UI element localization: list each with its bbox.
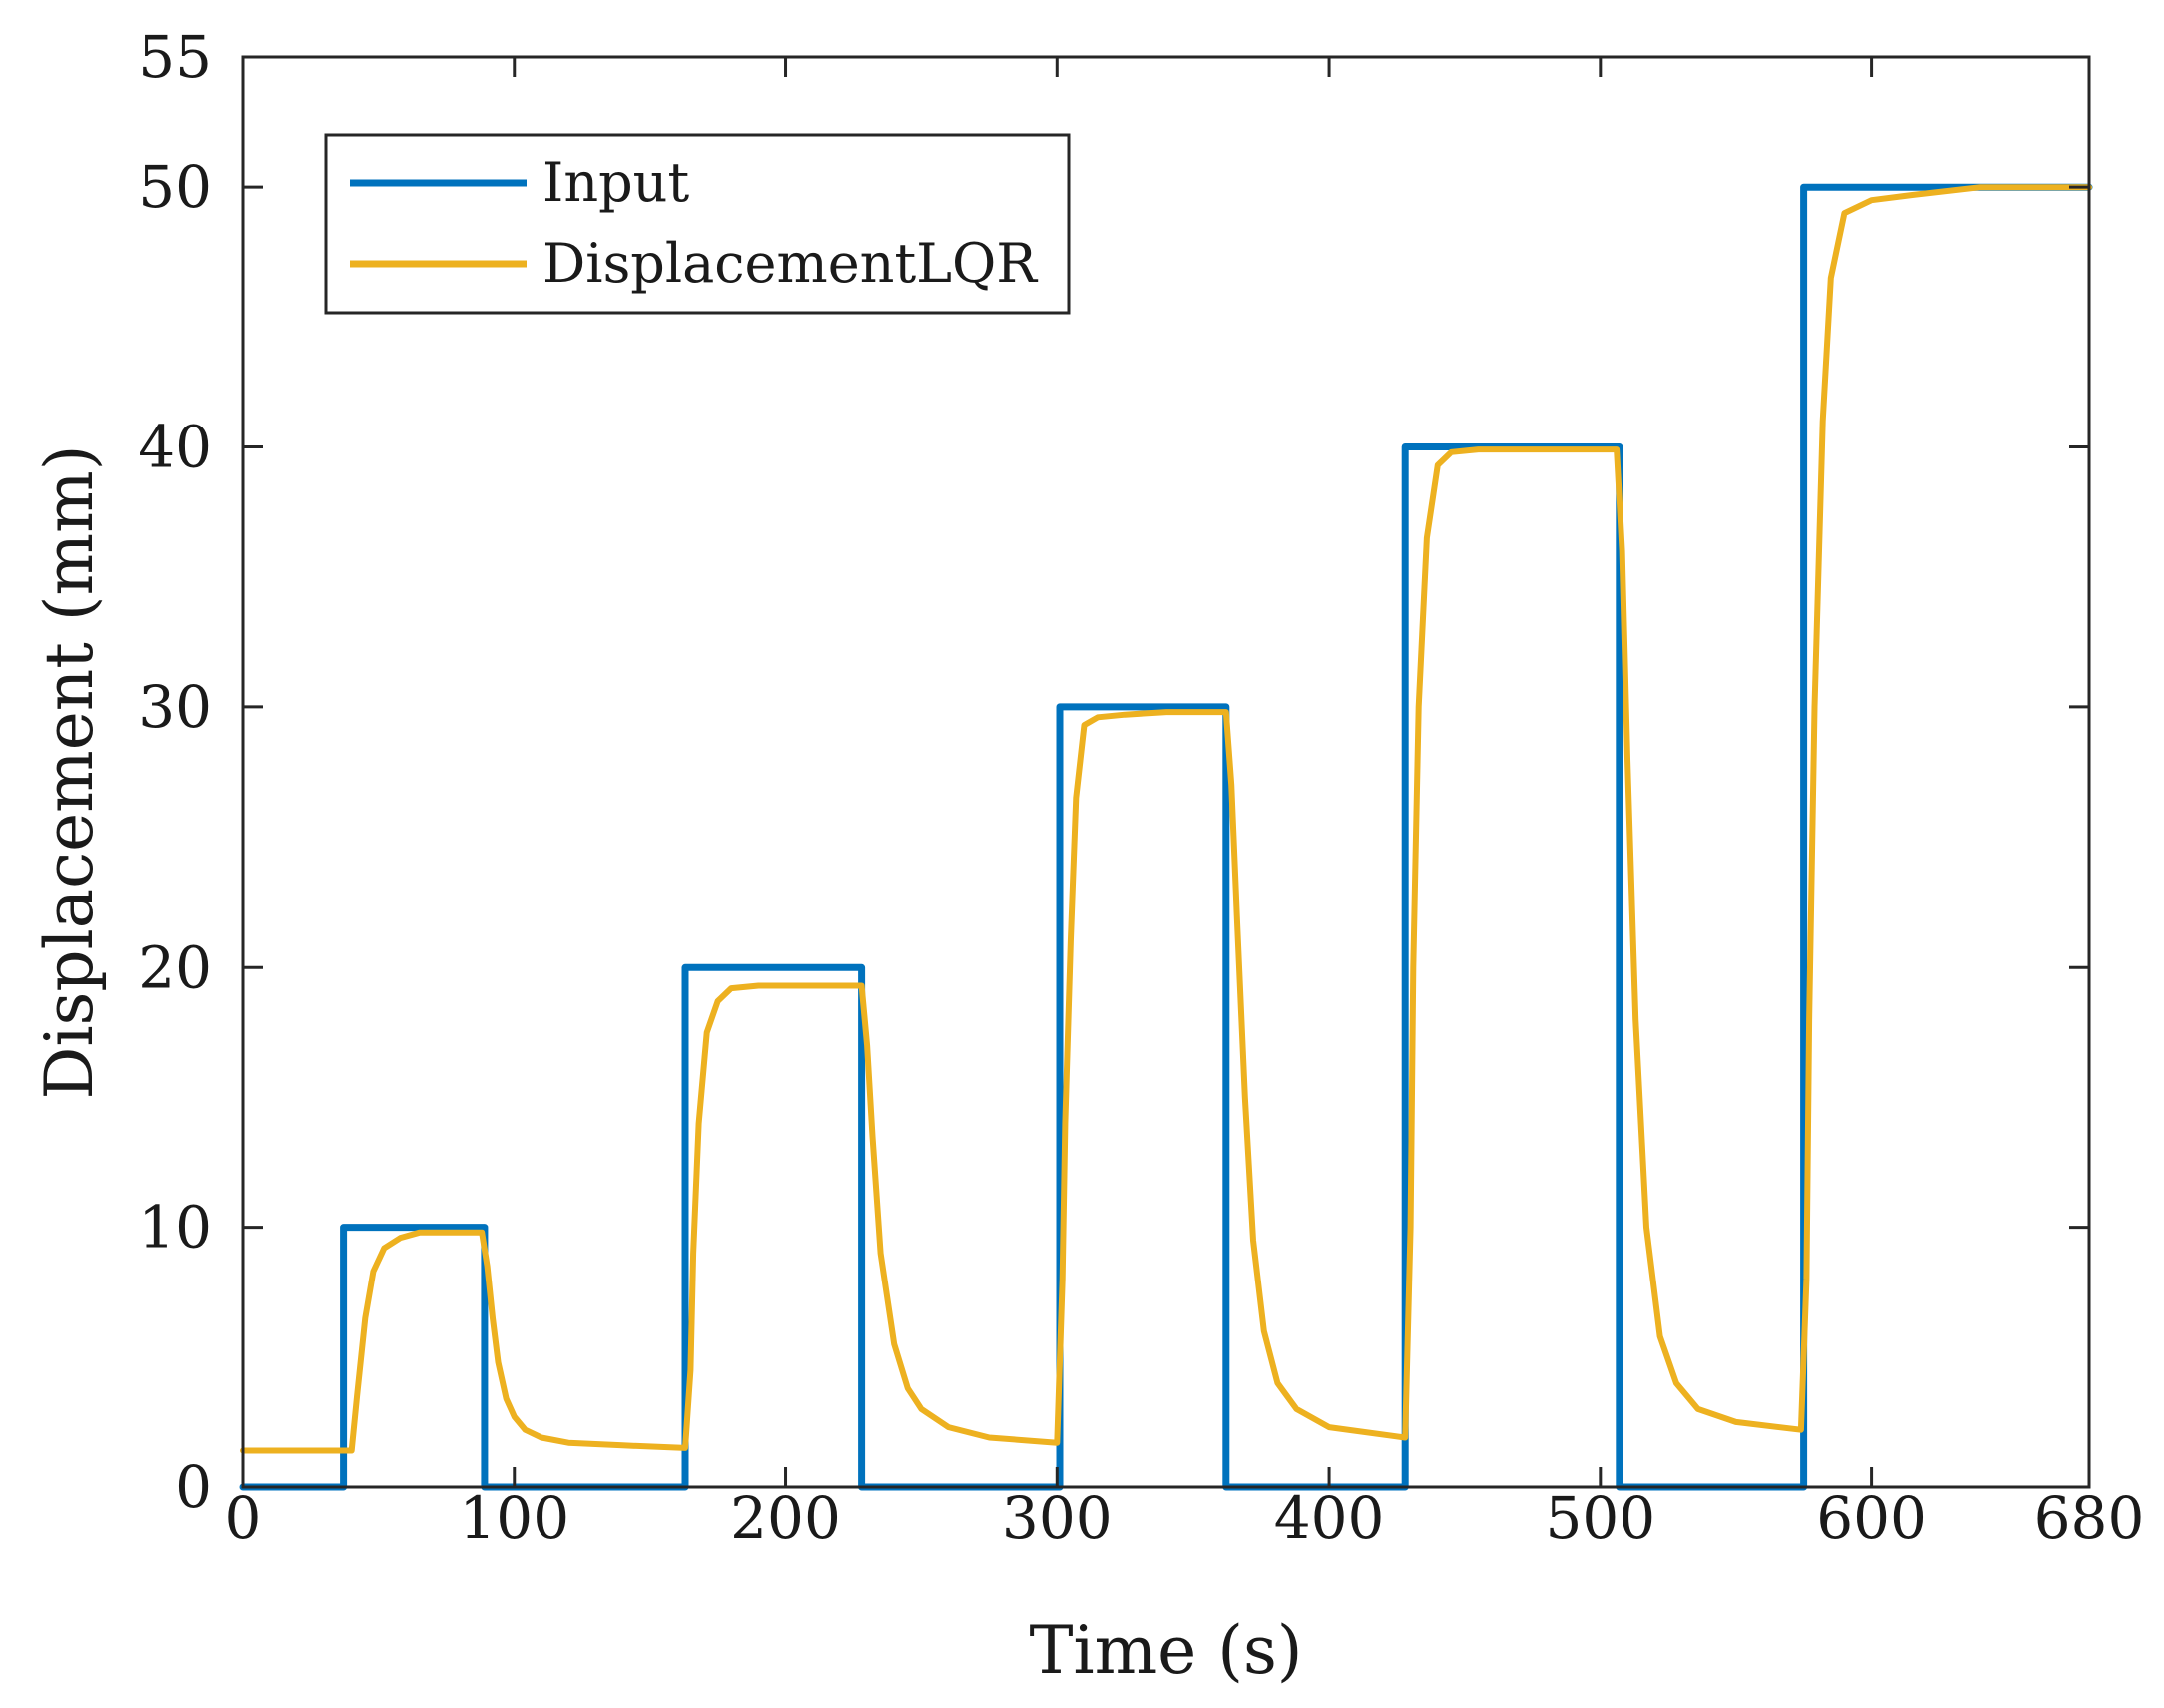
series-layer [239, 183, 2093, 1491]
y-tick-label: 20 [138, 933, 212, 1001]
legend: Input DisplacementLQR [324, 133, 1071, 315]
x-axis-ticks: 0 100 200 300 400 500 600 680 [225, 57, 2145, 1552]
y-tick-label: 50 [138, 153, 212, 221]
y-tick-label: 10 [138, 1194, 212, 1262]
legend-label-input: Input [542, 151, 689, 214]
x-tick-label: 680 [2034, 1484, 2145, 1552]
x-tick-label: 400 [1274, 1484, 1385, 1552]
series-line-input [239, 183, 2093, 1491]
series-line-displacement-lqr [240, 184, 2092, 1454]
y-axis-title: Displacement (mm) [31, 445, 108, 1100]
plot-frame [241, 55, 2091, 1489]
x-tick-label: 0 [225, 1484, 262, 1552]
x-tick-label: 100 [459, 1484, 569, 1552]
y-tick-label: 30 [138, 673, 212, 741]
x-tick-label: 200 [730, 1484, 841, 1552]
legend-label-displacement-lqr: DisplacementLQR [542, 232, 1038, 295]
x-tick-label: 500 [1545, 1484, 1655, 1552]
x-axis-title: Time (s) [1029, 1612, 1302, 1689]
y-tick-label: 55 [138, 23, 212, 91]
x-tick-label: 600 [1816, 1484, 1927, 1552]
x-tick-label: 300 [1002, 1484, 1113, 1552]
legend-box [324, 133, 1071, 315]
y-tick-label: 40 [138, 414, 212, 481]
y-axis-ticks: 0 10 20 30 40 50 55 [138, 23, 2089, 1521]
y-tick-label: 0 [175, 1453, 212, 1521]
